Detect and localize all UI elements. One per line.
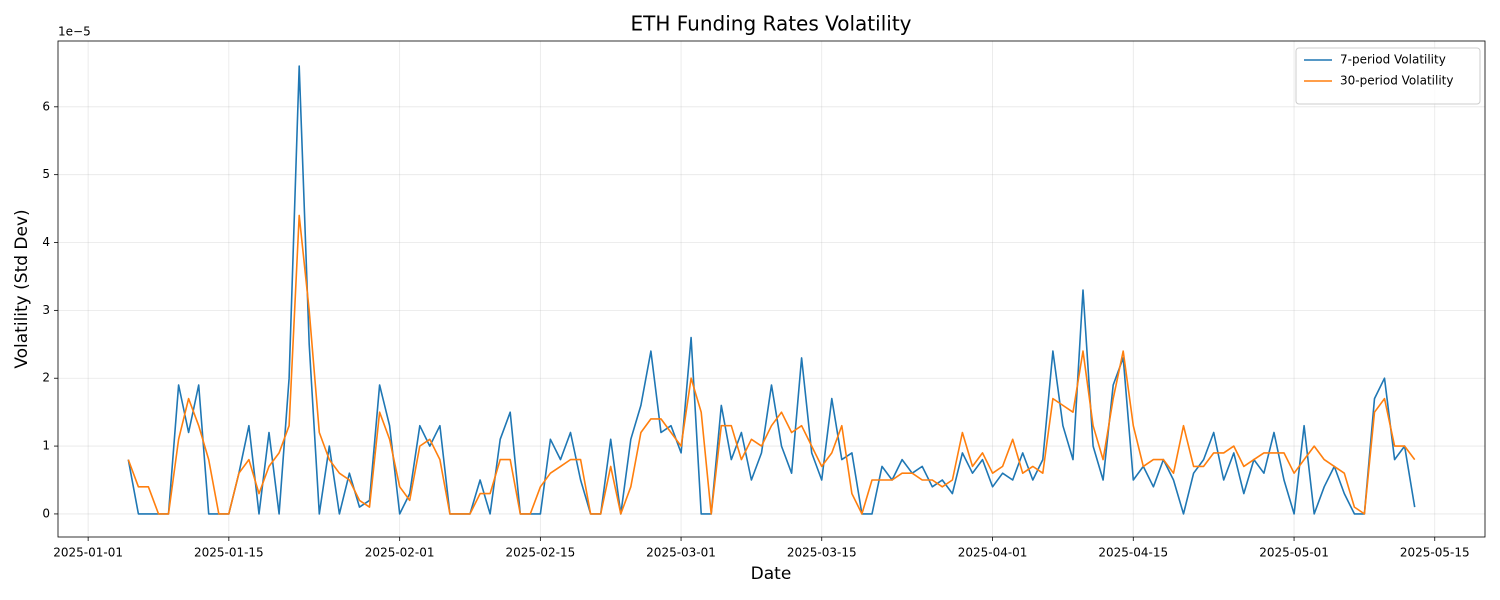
y-tick-label: 6 (42, 99, 50, 113)
x-tick-label: 2025-03-01 (646, 546, 716, 560)
y-offset-label: 1e−5 (58, 25, 91, 39)
x-tick-label: 2025-05-15 (1400, 546, 1470, 560)
y-tick-label: 4 (42, 235, 50, 249)
x-axis-label: Date (751, 564, 792, 584)
series-line (127, 65, 1416, 515)
x-tick-label: 2025-01-01 (53, 546, 123, 560)
y-tick-label: 2 (42, 371, 50, 385)
x-tick-label: 2025-05-01 (1259, 546, 1329, 560)
x-tick-label: 2025-01-15 (194, 546, 264, 560)
x-tick-label: 2025-02-01 (365, 546, 435, 560)
legend-frame (1295, 47, 1481, 105)
x-tick-label: 2025-03-15 (787, 546, 857, 560)
x-tick-label: 2025-04-15 (1098, 546, 1168, 560)
y-tick-label: 1 (42, 439, 50, 453)
y-tick-label: 0 (42, 506, 50, 520)
y-axis-label: Volatility (Std Dev) (12, 209, 32, 368)
legend: 7-period Volatility 30-period Volatility (1295, 47, 1481, 105)
x-tick-label: 2025-04-01 (958, 546, 1028, 560)
legend-label: 30-period Volatility (1340, 74, 1453, 88)
y-tick-label: 5 (42, 167, 50, 181)
y-tick-label: 3 (42, 303, 50, 317)
series-line (127, 214, 1416, 515)
plot-frame (57, 40, 1486, 538)
legend-label: 7-period Volatility (1340, 53, 1446, 67)
x-tick-label: 2025-02-15 (505, 546, 575, 560)
chart-title: ETH Funding Rates Volatility (631, 12, 912, 36)
